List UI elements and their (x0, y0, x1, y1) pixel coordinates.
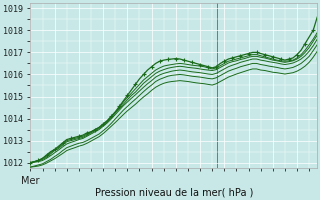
X-axis label: Pression niveau de la mer( hPa ): Pression niveau de la mer( hPa ) (95, 187, 253, 197)
